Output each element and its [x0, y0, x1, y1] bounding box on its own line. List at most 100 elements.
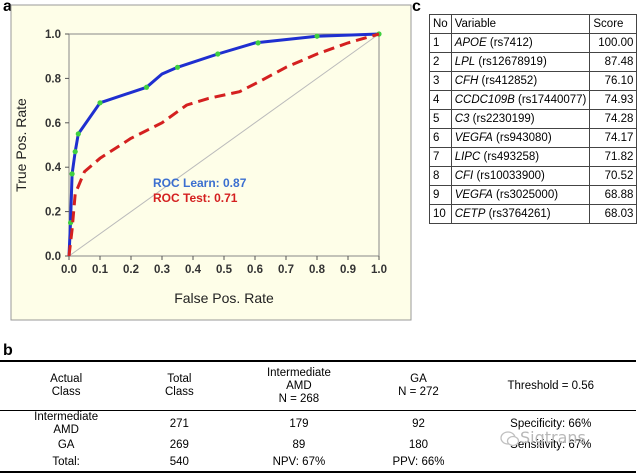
- table-row: 4 CCDC109B (rs17440077) 74.93: [429, 90, 638, 110]
- intermediate-cell: 89: [292, 439, 306, 451]
- ga-cell: 92: [412, 417, 425, 430]
- legend-label: ROC Learn: 0.87: [153, 176, 247, 190]
- table-row: Total: 540 NPV: 67% PPV: 66%: [0, 454, 636, 473]
- class-table-header: Actual Class: [0, 360, 133, 411]
- score-cell: 76.10: [589, 71, 638, 91]
- snp-id: (rs2230199): [472, 113, 535, 125]
- intermediate-cell: NPV: 67%: [226, 454, 372, 473]
- variable-cell: CETP (rs3764261): [450, 204, 591, 224]
- variable-importance-table: No Variable Score 1 APOE (rs7412) 100.00 2 L…: [429, 14, 638, 224]
- roc-point-marker: [143, 84, 150, 90]
- class-label-line: GA: [57, 439, 75, 451]
- actual-class-cell: Total:: [0, 454, 133, 473]
- x-tick-label: 1.0: [371, 264, 387, 276]
- roc-test-curve: [67, 32, 380, 257]
- row-number: 2: [429, 52, 452, 72]
- row-number: 5: [429, 109, 452, 129]
- x-axis-title: False Pos. Rate: [174, 290, 274, 306]
- score-cell: 68.88: [589, 185, 638, 205]
- class-table-header: Total Class: [132, 360, 227, 411]
- variable-cell: CFH (rs412852): [450, 71, 591, 91]
- row-number: 9: [429, 185, 452, 205]
- gene-name: APOE: [454, 37, 487, 49]
- class-label-line: Intermediate: [34, 411, 99, 423]
- roc-point-marker: [69, 171, 75, 177]
- roc-chart: 0.0 0.1 0.2 0.3 0.4 0.5 0.6 0.7 0.8 0.9 1.0 0.0 0.2 0…: [10, 4, 412, 321]
- variable-cell: VEGFA (rs3025000): [450, 185, 591, 205]
- class-table-header: Threshold = 0.56: [465, 360, 636, 411]
- header-line: Intermediate: [266, 366, 331, 379]
- x-tick-label: 0.8: [309, 264, 326, 276]
- row-number: 7: [429, 147, 452, 167]
- table-row: 3 CFH (rs412852) 76.10: [429, 71, 638, 91]
- header-line: N = 272: [398, 386, 439, 398]
- variable-cell: CCDC109B (rs17440077): [450, 90, 591, 110]
- gene-name: LIPC: [454, 151, 481, 163]
- snp-id: (rs3764261): [488, 208, 551, 220]
- snp-id: (rs17440077): [517, 94, 587, 106]
- roc-point-marker: [255, 40, 261, 46]
- row-number: 4: [429, 90, 452, 110]
- variable-cell: LIPC (rs493258): [450, 147, 591, 167]
- row-number: 6: [429, 128, 452, 148]
- header-line: AMD: [286, 379, 312, 392]
- roc-point-marker: [174, 64, 181, 70]
- row-number: 1: [429, 33, 452, 53]
- y-axis-title: True Pos. Rate: [13, 98, 29, 192]
- snp-id: (rs12678919): [478, 56, 547, 68]
- gene-name: C3: [454, 113, 470, 125]
- gene-name: CCDC109B: [454, 94, 515, 106]
- table-row: Intermediate AMD 271 179 92 Specificity: 66%: [0, 411, 636, 438]
- y-tick-label: 0.0: [45, 251, 61, 263]
- total-cell: 271: [169, 417, 189, 430]
- gene-name: VEGFA: [454, 132, 493, 144]
- gene-name: LPL: [454, 56, 476, 68]
- diagonal-reference-line: [68, 33, 380, 257]
- table-row: 10 CETP (rs3764261) 68.03: [429, 204, 638, 224]
- class-table-header: GA N = 272: [371, 360, 466, 411]
- class-table-header: Intermediate AMD N = 268: [226, 360, 372, 411]
- score-cell: 74.28: [589, 109, 638, 129]
- ga-cell: PPV: 66%: [371, 454, 466, 473]
- header-line: Actual: [50, 373, 83, 385]
- snp-id: (rs412852): [481, 75, 538, 87]
- y-tick-label: 1.0: [45, 29, 61, 41]
- x-tick-label: 0.0: [61, 264, 77, 276]
- roc-point-marker: [75, 131, 81, 137]
- y-tick-label: 0.8: [45, 73, 62, 85]
- wechat-icon: [500, 431, 520, 447]
- legend-label: ROC Test: 0.71: [153, 191, 238, 205]
- ga-cell: 180: [408, 439, 429, 451]
- x-tick-label: 0.9: [340, 264, 356, 276]
- header-line: Class: [51, 386, 81, 398]
- score-cell: 71.82: [589, 147, 638, 167]
- gene-name: CFH: [454, 75, 479, 87]
- table-row: 8 CFI (rs10033900) 70.52: [429, 166, 638, 186]
- actual-class-cell: GA: [0, 437, 132, 454]
- row-number: 3: [429, 71, 452, 91]
- score-cell: 100.00: [589, 33, 638, 53]
- x-tick-label: 0.5: [216, 264, 233, 276]
- y-tick-label: 0.2: [45, 207, 61, 219]
- x-tick-label: 0.3: [154, 264, 170, 276]
- variable-cell: VEGFA (rs943080): [450, 128, 591, 148]
- x-tick-label: 0.1: [92, 264, 109, 276]
- panel-a-label: a: [3, 0, 12, 15]
- table-row: 6 VEGFA (rs943080) 74.17: [429, 128, 638, 148]
- table-row: 1 APOE (rs7412) 100.00: [429, 33, 638, 53]
- header-line: Class: [164, 386, 194, 398]
- score-cell: 87.48: [589, 52, 638, 72]
- total-cell: 269: [169, 439, 189, 451]
- y-tick-label: 0.6: [45, 118, 61, 130]
- gene-name: CETP: [454, 208, 486, 220]
- snp-id: (rs3025000): [496, 189, 559, 201]
- variable-cell: APOE (rs7412): [450, 33, 591, 53]
- roc-point-marker: [72, 149, 78, 155]
- panel-c-label: c: [412, 0, 421, 15]
- col-variable-header: Variable: [450, 14, 591, 34]
- col-score-header: Score: [589, 14, 638, 34]
- snp-id: (rs493258): [483, 151, 540, 163]
- gene-name: VEGFA: [454, 189, 493, 201]
- score-cell: 74.17: [589, 128, 638, 148]
- x-tick-label: 0.4: [185, 264, 202, 276]
